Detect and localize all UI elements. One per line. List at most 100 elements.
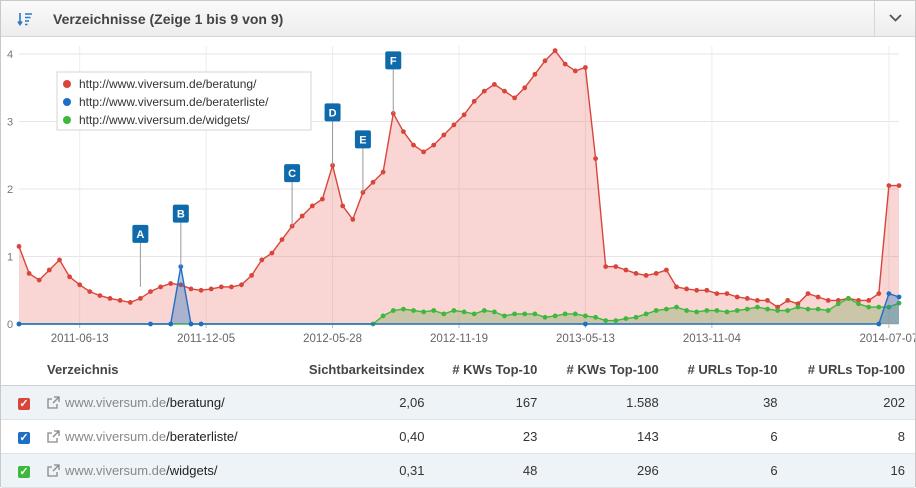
table-row: ✓ www.viversum.de/widgets/ 0,31 48 296 6…	[1, 453, 915, 488]
header-urls-top100[interactable]: # URLs Top-100	[787, 354, 915, 386]
data-point	[148, 289, 153, 294]
data-point	[755, 304, 760, 310]
data-point	[805, 306, 811, 312]
marker-label: D	[329, 107, 337, 119]
data-point	[653, 271, 659, 276]
data-point	[188, 321, 194, 327]
row-kws-top10: 167	[434, 385, 548, 420]
data-point	[249, 273, 255, 278]
external-link-icon[interactable]	[47, 464, 60, 477]
marker-label: B	[177, 209, 185, 221]
row-kws-top10: 48	[434, 453, 548, 488]
directory-table: Verzeichnis Sichtbarkeitsindex # KWs Top…	[1, 354, 915, 488]
data-point	[896, 300, 902, 306]
data-point	[269, 250, 275, 256]
data-point	[653, 308, 659, 313]
x-tick-label: 2011-06-13	[51, 333, 109, 345]
row-checkbox[interactable]: ✓	[18, 431, 30, 444]
data-point	[785, 298, 791, 303]
y-tick-label: 3	[7, 117, 13, 129]
data-point	[765, 298, 770, 303]
data-point	[512, 311, 517, 317]
table-row: ✓ www.viversum.de/beratung/ 2,06 167 1.5…	[1, 385, 915, 420]
legend-item[interactable]: http://www.viversum.de/widgets/	[63, 113, 250, 127]
data-point	[148, 321, 153, 327]
data-point	[451, 308, 457, 313]
data-point	[744, 306, 750, 312]
data-point	[664, 306, 669, 312]
data-point	[390, 308, 396, 313]
data-point	[825, 298, 831, 303]
data-point	[866, 304, 872, 310]
row-domain: www.viversum.de	[65, 429, 167, 444]
data-point	[775, 304, 780, 310]
marker-flag	[324, 103, 341, 122]
row-checkbox[interactable]: ✓	[18, 465, 30, 478]
data-point	[411, 308, 416, 313]
event-marker-d[interactable]: D	[324, 103, 341, 166]
data-point	[704, 287, 710, 293]
header-directory[interactable]: Verzeichnis	[47, 354, 286, 386]
data-point	[330, 163, 335, 168]
row-urls-top10: 38	[668, 385, 788, 420]
header-urls-top10[interactable]: # URLs Top-10	[668, 354, 788, 386]
row-checkbox[interactable]: ✓	[18, 397, 30, 410]
header-kws-top10[interactable]: # KWs Top-10	[434, 354, 548, 386]
marker-flag	[385, 51, 402, 70]
data-point	[815, 294, 821, 300]
directory-link[interactable]: www.viversum.de/beraterliste/	[47, 419, 286, 454]
data-point	[704, 308, 710, 313]
event-marker-c[interactable]: C	[284, 164, 301, 227]
data-point	[117, 298, 123, 303]
data-point	[744, 296, 750, 301]
data-point	[835, 301, 841, 307]
directory-link[interactable]: www.viversum.de/widgets/	[47, 453, 286, 488]
data-point	[572, 68, 578, 74]
data-point	[623, 267, 629, 273]
event-marker-e[interactable]: E	[354, 130, 371, 193]
data-point	[643, 273, 649, 278]
y-tick-label: 0	[7, 319, 13, 331]
event-marker-b[interactable]: B	[172, 204, 189, 267]
row-domain: www.viversum.de	[65, 463, 167, 478]
header-visibility-index[interactable]: Sichtbarkeitsindex	[285, 354, 435, 386]
external-link-icon[interactable]	[47, 396, 60, 409]
series-line	[18, 49, 899, 308]
directory-link[interactable]: www.viversum.de/beratung/	[47, 385, 286, 420]
data-point	[643, 311, 649, 317]
chevron-down-icon	[889, 14, 902, 22]
data-point	[158, 284, 164, 290]
series-area	[19, 50, 899, 324]
data-point	[694, 309, 700, 315]
event-marker-f[interactable]: F	[385, 51, 402, 114]
sort-icon[interactable]	[17, 11, 33, 27]
header-kws-top100[interactable]: # KWs Top-100	[547, 354, 669, 386]
data-point	[451, 122, 457, 128]
data-point	[532, 311, 538, 317]
data-point	[340, 203, 346, 209]
data-point	[552, 313, 558, 319]
data-point	[481, 308, 487, 313]
data-point	[593, 314, 598, 320]
data-point	[502, 313, 507, 319]
event-marker-a[interactable]: A	[132, 224, 149, 287]
data-point	[522, 85, 528, 91]
data-point	[320, 196, 325, 202]
data-point	[562, 311, 568, 317]
external-link-icon[interactable]	[47, 430, 60, 443]
panel-header: Verzeichnisse (Zeige 1 bis 9 von 9)	[1, 1, 915, 37]
data-point	[97, 293, 103, 298]
x-tick-label: 2013-05-13	[556, 333, 615, 345]
data-point	[208, 286, 214, 292]
data-point	[623, 316, 629, 321]
table-row: ✓ www.viversum.de/beraterliste/ 0,40 23 …	[1, 419, 915, 454]
data-point	[552, 48, 558, 53]
data-point	[512, 95, 517, 101]
legend-item[interactable]: http://www.viversum.de/beratung/	[63, 77, 257, 91]
data-point	[259, 257, 265, 263]
legend-item[interactable]: http://www.viversum.de/beraterliste/	[63, 95, 269, 109]
data-point	[542, 58, 548, 64]
row-kws-top100: 143	[547, 419, 669, 454]
collapse-button[interactable]	[874, 1, 916, 36]
